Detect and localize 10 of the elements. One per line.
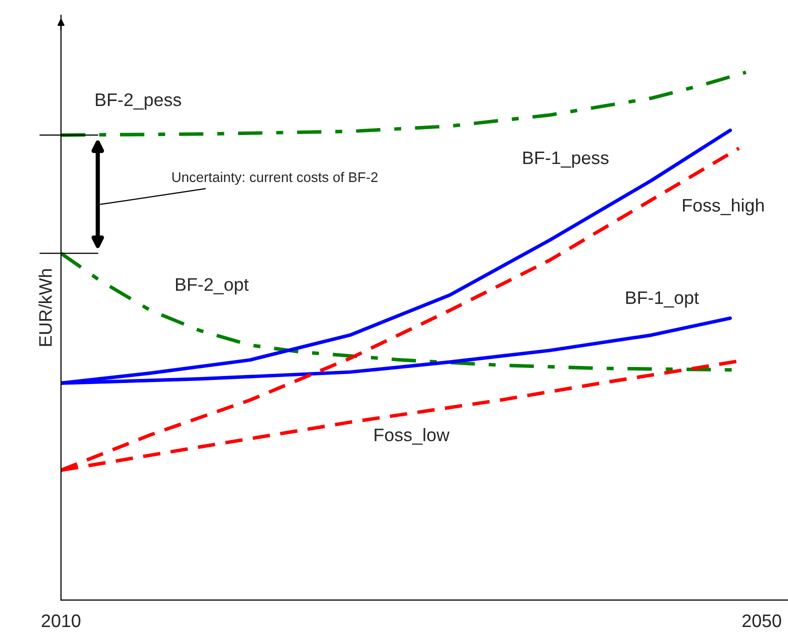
annotation: Uncertainty: current costs of BF-2 bbox=[172, 172, 378, 185]
x-tick-label: 2050 bbox=[742, 614, 782, 628]
series-label: BF-2_pess bbox=[96, 93, 182, 110]
series-label: Foss_low bbox=[374, 428, 450, 445]
series-label: BF-2_opt bbox=[176, 278, 249, 294]
y-axis-title: EUR/kWh bbox=[38, 269, 52, 346]
x-tick-label: 2010 bbox=[42, 614, 80, 628]
series-label: Foss_high bbox=[683, 198, 764, 216]
series-label: BF-1_pess bbox=[523, 152, 609, 168]
series-label: BF-1_opt bbox=[626, 291, 699, 308]
